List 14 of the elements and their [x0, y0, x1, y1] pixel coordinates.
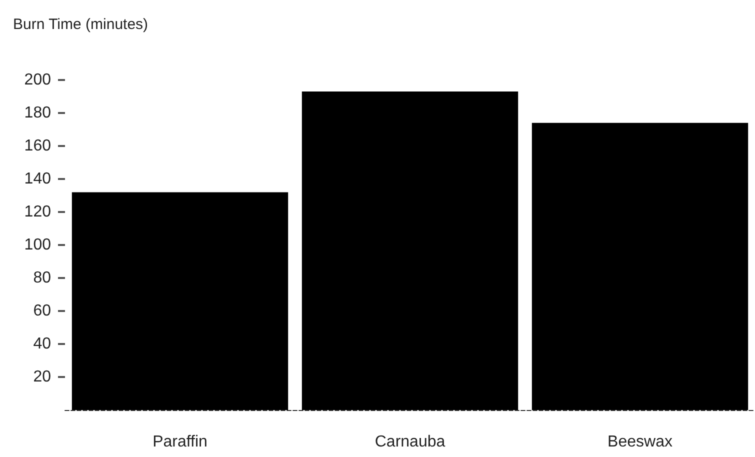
y-tick-label: 40	[33, 336, 52, 352]
y-tick-label: 120	[24, 204, 52, 220]
y-axis-title: Burn Time (minutes)	[13, 16, 148, 33]
x-tick-label: Carnauba	[374, 434, 446, 450]
y-tick-label: 100	[24, 236, 52, 254]
x-tick-label: Paraffin	[152, 434, 208, 450]
y-tick-label: 20	[33, 368, 52, 386]
y-tick-label: 80	[33, 270, 52, 286]
x-tick-label: Beeswax	[608, 434, 672, 450]
y-tick-label: 180	[24, 104, 52, 122]
y-tick-label: 160	[24, 138, 52, 154]
y-tick-label: 60	[33, 302, 52, 320]
y-tick-label: 200	[24, 72, 52, 88]
y-tick-label: 140	[24, 170, 52, 188]
